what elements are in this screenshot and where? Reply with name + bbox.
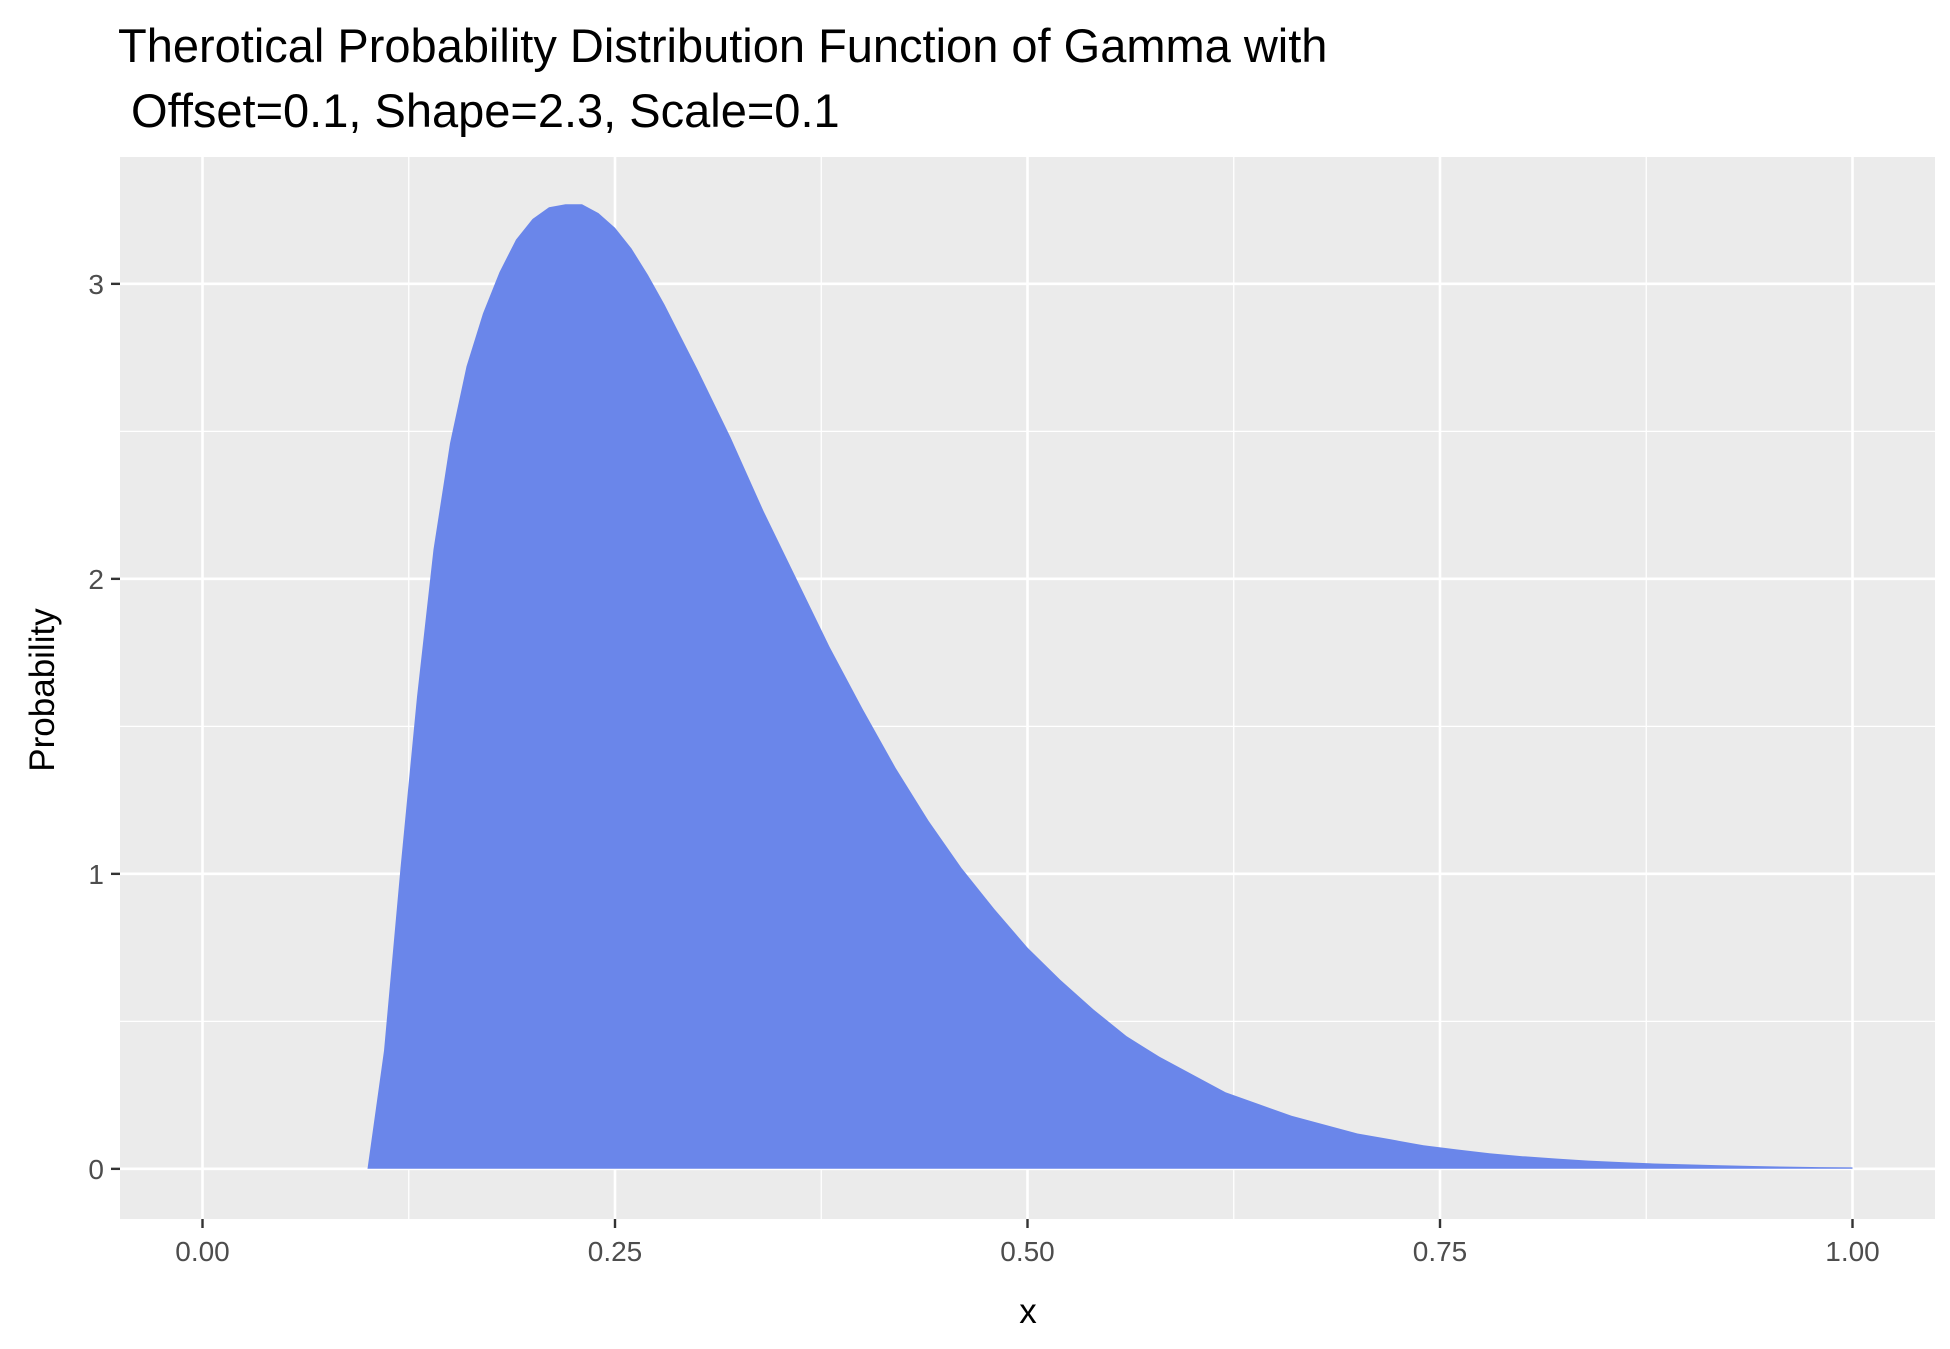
y-axis: 0 1 2 3	[88, 269, 120, 1185]
x-tick-label: 0.00	[175, 1236, 230, 1267]
y-tick-label: 1	[88, 859, 104, 890]
y-tick-label: 3	[88, 269, 104, 300]
x-axis-title: x	[1019, 1292, 1037, 1331]
density-area	[367, 204, 1853, 1169]
x-axis: 0.00 0.25 0.50 0.75 1.00	[175, 1219, 1880, 1267]
x-tick-label: 1.00	[1825, 1236, 1880, 1267]
x-tick-label: 0.25	[588, 1236, 643, 1267]
chart-title-line-1: Therotical Probability Distribution Func…	[118, 19, 1327, 72]
x-tick-label: 0.75	[1413, 1236, 1468, 1267]
x-tick-label: 0.50	[1000, 1236, 1055, 1267]
y-axis-title: Probability	[23, 608, 62, 772]
chart-title-line-2: Offset=0.1, Shape=2.3, Scale=0.1	[118, 84, 840, 137]
y-tick-label: 2	[88, 564, 104, 595]
y-tick-label: 0	[88, 1154, 104, 1185]
